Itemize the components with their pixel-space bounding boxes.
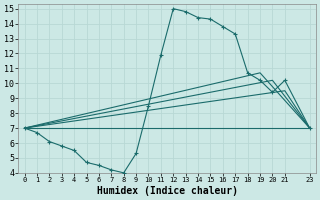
X-axis label: Humidex (Indice chaleur): Humidex (Indice chaleur) bbox=[97, 186, 237, 196]
